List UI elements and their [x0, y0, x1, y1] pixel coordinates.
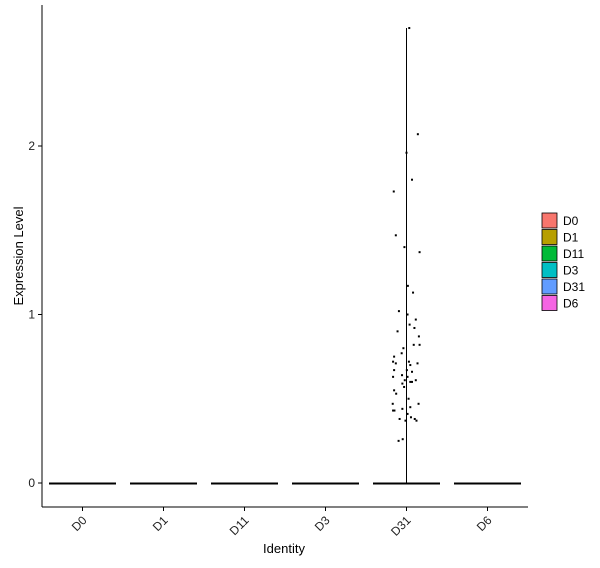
- data-point: [414, 318, 417, 321]
- data-point: [397, 310, 400, 313]
- legend: D0 D1 D11 D3 D31 D6: [541, 212, 585, 311]
- data-point: [407, 397, 410, 400]
- data-point: [401, 438, 404, 441]
- data-point: [406, 412, 409, 415]
- data-point: [403, 385, 406, 388]
- data-point: [393, 355, 396, 358]
- data-point: [405, 369, 408, 372]
- legend-swatch-d11: [541, 245, 558, 262]
- y-ticks: 0 1 2: [28, 139, 42, 490]
- data-point: [391, 402, 394, 405]
- legend-label-d31: D31: [563, 280, 585, 294]
- data-point: [415, 419, 418, 422]
- data-point: [411, 370, 414, 373]
- data-point: [394, 362, 397, 365]
- violin-d3: [292, 482, 359, 485]
- data-point: [405, 151, 408, 154]
- data-point: [408, 27, 411, 30]
- data-point: [392, 409, 395, 412]
- data-point: [397, 439, 400, 442]
- data-point: [393, 369, 396, 372]
- violin-d31: [373, 482, 440, 485]
- violin-d6: [454, 482, 521, 485]
- data-point: [406, 375, 409, 378]
- data-point: [417, 335, 420, 338]
- jitter-points: [391, 27, 421, 442]
- x-ticks: D0 D1 D11 D3 D31 D6: [69, 507, 495, 539]
- legend-label-d11: D11: [563, 247, 584, 261]
- y-tick-label: 0: [28, 476, 35, 490]
- data-point: [393, 389, 396, 392]
- data-point: [416, 133, 419, 136]
- data-point: [403, 246, 406, 249]
- legend-label-d6: D6: [563, 297, 579, 311]
- data-point: [404, 419, 407, 422]
- data-point: [413, 417, 416, 420]
- x-tick-label: D11: [227, 513, 252, 538]
- data-point: [412, 343, 415, 346]
- data-point: [409, 380, 412, 383]
- data-point: [395, 392, 398, 395]
- data-point: [392, 360, 395, 363]
- legend-swatch-d1: [541, 229, 558, 245]
- data-point: [418, 251, 421, 254]
- data-point: [401, 407, 404, 410]
- data-point: [409, 406, 412, 409]
- x-tick-label: D0: [69, 513, 90, 534]
- data-point: [409, 364, 412, 367]
- x-tick-label: D31: [388, 513, 414, 539]
- x-axis-title: Identity: [263, 541, 305, 556]
- legend-swatch-d6: [541, 295, 558, 311]
- data-point: [414, 379, 417, 382]
- data-point: [409, 416, 412, 419]
- x-tick-label: D3: [312, 513, 333, 534]
- violin-d1: [130, 482, 197, 485]
- data-point: [394, 234, 397, 237]
- data-point: [406, 284, 409, 287]
- data-point: [417, 402, 420, 405]
- data-point: [416, 362, 419, 365]
- legend-swatch-d0: [541, 212, 558, 229]
- data-point: [396, 330, 399, 333]
- data-point: [401, 382, 404, 385]
- data-point: [411, 178, 414, 181]
- y-axis-title: Expression Level: [11, 206, 26, 305]
- violin-d0: [49, 482, 116, 485]
- data-point: [393, 409, 396, 412]
- violins: [49, 28, 521, 485]
- x-tick-label: D1: [150, 513, 171, 534]
- data-point: [413, 326, 416, 329]
- legend-label-d0: D0: [563, 214, 579, 228]
- data-point: [392, 375, 395, 378]
- data-point: [402, 347, 405, 350]
- data-point: [418, 343, 421, 346]
- data-point: [406, 313, 409, 316]
- y-tick-label: 1: [28, 308, 35, 322]
- data-point: [407, 360, 410, 363]
- legend-label-d1: D1: [563, 231, 579, 245]
- legend-swatch-d3: [541, 262, 558, 278]
- data-point: [398, 417, 401, 420]
- data-point: [403, 379, 406, 382]
- legend-swatch-d31: [541, 278, 558, 295]
- legend-label-d3: D3: [563, 264, 579, 278]
- violin-d11: [211, 482, 278, 485]
- data-point: [411, 380, 414, 383]
- data-point: [392, 190, 395, 193]
- data-point: [412, 291, 415, 294]
- y-tick-label: 2: [28, 139, 35, 153]
- data-point: [400, 352, 403, 355]
- data-point: [408, 323, 411, 326]
- x-tick-label: D6: [474, 513, 495, 534]
- data-point: [401, 374, 404, 377]
